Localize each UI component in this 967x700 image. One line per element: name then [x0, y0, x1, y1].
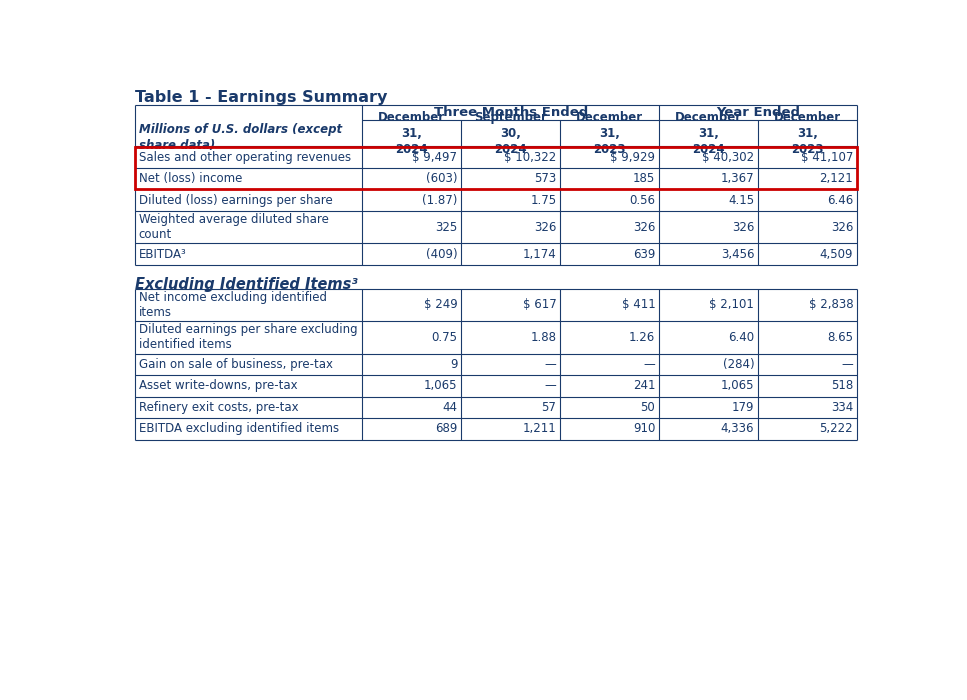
Text: 1.88: 1.88	[530, 331, 556, 344]
Text: $ 411: $ 411	[622, 298, 656, 312]
Text: Table 1 - Earnings Summary: Table 1 - Earnings Summary	[134, 90, 387, 105]
Text: 689: 689	[435, 423, 457, 435]
Text: —: —	[644, 358, 656, 371]
Text: 1,367: 1,367	[720, 172, 754, 186]
Text: 6.46: 6.46	[827, 194, 853, 206]
Text: 9: 9	[450, 358, 457, 371]
Text: 1,065: 1,065	[720, 379, 754, 392]
Text: 241: 241	[632, 379, 656, 392]
Text: (284): (284)	[722, 358, 754, 371]
Text: 1,174: 1,174	[522, 248, 556, 260]
Text: Sales and other operating revenues: Sales and other operating revenues	[138, 150, 351, 164]
Text: Diluted earnings per share excluding
identified items: Diluted earnings per share excluding ide…	[138, 323, 358, 351]
Text: Net (loss) income: Net (loss) income	[138, 172, 242, 186]
Text: 639: 639	[633, 248, 656, 260]
Text: Diluted (loss) earnings per share: Diluted (loss) earnings per share	[138, 194, 333, 206]
Text: 185: 185	[633, 172, 656, 186]
Text: 326: 326	[633, 220, 656, 234]
Text: EBITDA³: EBITDA³	[138, 248, 187, 260]
Text: (603): (603)	[425, 172, 457, 186]
Text: 326: 326	[831, 220, 853, 234]
Text: EBITDA excluding identified items: EBITDA excluding identified items	[138, 423, 338, 435]
Text: December
31,
2024: December 31, 2024	[675, 111, 743, 156]
Text: 518: 518	[831, 379, 853, 392]
Text: 0.56: 0.56	[630, 194, 656, 206]
Text: 3,456: 3,456	[720, 248, 754, 260]
Text: 326: 326	[732, 220, 754, 234]
Text: Gain on sale of business, pre-tax: Gain on sale of business, pre-tax	[138, 358, 333, 371]
Text: 573: 573	[534, 172, 556, 186]
Text: Millions of U.S. dollars (except
share data): Millions of U.S. dollars (except share d…	[138, 122, 341, 153]
Text: $ 40,302: $ 40,302	[702, 150, 754, 164]
Text: 1,211: 1,211	[522, 423, 556, 435]
Text: 0.75: 0.75	[431, 331, 457, 344]
Text: Net income excluding identified
items: Net income excluding identified items	[138, 291, 327, 319]
Text: December
31,
2024: December 31, 2024	[378, 111, 446, 156]
Text: 2,121: 2,121	[819, 172, 853, 186]
Text: $ 2,838: $ 2,838	[808, 298, 853, 312]
Text: Weighted average diluted share
count: Weighted average diluted share count	[138, 214, 329, 242]
Text: $ 2,101: $ 2,101	[710, 298, 754, 312]
Text: 1,065: 1,065	[424, 379, 457, 392]
Text: Refinery exit costs, pre-tax: Refinery exit costs, pre-tax	[138, 401, 299, 414]
Text: 326: 326	[534, 220, 556, 234]
Text: $ 249: $ 249	[424, 298, 457, 312]
Text: 910: 910	[633, 423, 656, 435]
Text: $ 9,929: $ 9,929	[610, 150, 656, 164]
Text: 4,509: 4,509	[820, 248, 853, 260]
Text: $ 9,497: $ 9,497	[413, 150, 457, 164]
Text: —: —	[841, 358, 853, 371]
Text: September
30,
2024: September 30, 2024	[475, 111, 547, 156]
Text: (1.87): (1.87)	[422, 194, 457, 206]
Text: December
31,
2023: December 31, 2023	[576, 111, 643, 156]
Text: 50: 50	[640, 401, 656, 414]
Text: 4.15: 4.15	[728, 194, 754, 206]
Text: December
31,
2023: December 31, 2023	[775, 111, 841, 156]
Text: Three Months Ended: Three Months Ended	[433, 106, 588, 119]
Text: (409): (409)	[425, 248, 457, 260]
Text: $ 617: $ 617	[522, 298, 556, 312]
Text: $ 10,322: $ 10,322	[504, 150, 556, 164]
Text: Year Ended: Year Ended	[717, 106, 800, 119]
Text: 334: 334	[831, 401, 853, 414]
Text: Asset write-downs, pre-tax: Asset write-downs, pre-tax	[138, 379, 297, 392]
Text: 5,222: 5,222	[820, 423, 853, 435]
Text: 44: 44	[443, 401, 457, 414]
Text: $ 41,107: $ 41,107	[801, 150, 853, 164]
Text: 57: 57	[542, 401, 556, 414]
Text: 8.65: 8.65	[827, 331, 853, 344]
Text: Excluding Identified Items³: Excluding Identified Items³	[134, 276, 358, 291]
Text: 6.40: 6.40	[728, 331, 754, 344]
Text: 179: 179	[732, 401, 754, 414]
Text: —: —	[544, 358, 556, 371]
Text: 1.75: 1.75	[530, 194, 556, 206]
Text: 4,336: 4,336	[720, 423, 754, 435]
Text: 325: 325	[435, 220, 457, 234]
Text: 1.26: 1.26	[630, 331, 656, 344]
Text: —: —	[544, 379, 556, 392]
